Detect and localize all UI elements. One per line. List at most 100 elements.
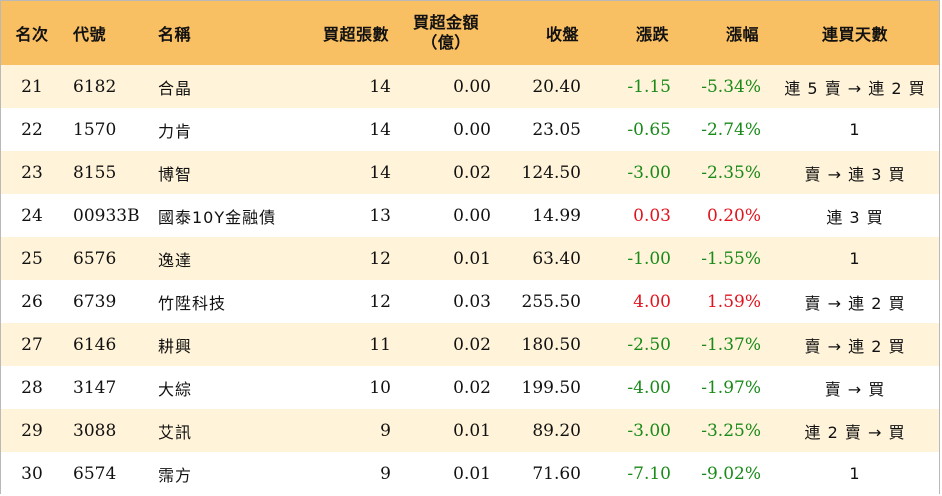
cell-code-text: 3147 bbox=[73, 377, 117, 398]
cell-name: 竹陞科技 bbox=[158, 280, 328, 323]
cell-close: 23.05 bbox=[496, 108, 581, 151]
cell-close-text: 14.99 bbox=[532, 205, 581, 226]
cell-change-pct-text: -9.02% bbox=[701, 463, 761, 484]
cell-close-text: 71.60 bbox=[532, 463, 581, 484]
cell-net-buy-lots: 9 bbox=[306, 409, 391, 452]
cell-net-buy-lots-text: 10 bbox=[369, 377, 391, 398]
cell-code-text: 3088 bbox=[73, 420, 117, 441]
cell-name: 霈方 bbox=[158, 452, 328, 495]
cell-change: -3.00 bbox=[591, 409, 671, 452]
cell-close: 20.40 bbox=[496, 65, 581, 108]
cell-code-text: 6574 bbox=[73, 463, 117, 484]
cell-code: 6739 bbox=[73, 280, 153, 323]
cell-change-text: -3.00 bbox=[627, 420, 671, 441]
table-row: 24 00933B 國泰10Y金融債 13 0.00 14.99 0.03 0.20% 連 3 … bbox=[1, 194, 939, 237]
cell-rank: 21 bbox=[1, 65, 63, 108]
cell-change-text: -2.50 bbox=[627, 334, 671, 355]
cell-change-pct-text: -5.34% bbox=[701, 76, 761, 97]
cell-close-text: 23.05 bbox=[532, 119, 581, 140]
cell-consecutive-days: 賣 → 連 2 買 bbox=[771, 323, 939, 366]
cell-name-text: 艾訊 bbox=[158, 422, 193, 442]
cell-net-buy-amount: 0.02 bbox=[401, 323, 491, 366]
cell-change-pct-text: 0.20% bbox=[706, 205, 761, 226]
cell-change: -2.50 bbox=[591, 323, 671, 366]
cell-code: 3088 bbox=[73, 409, 153, 452]
cell-change-text: -1.15 bbox=[627, 76, 671, 97]
cell-close-text: 20.40 bbox=[532, 76, 581, 97]
cell-rank: 26 bbox=[1, 280, 63, 323]
cell-close-text: 63.40 bbox=[532, 248, 581, 269]
cell-change-text: 4.00 bbox=[633, 291, 671, 312]
cell-rank-text: 28 bbox=[21, 377, 43, 398]
cell-code: 6146 bbox=[73, 323, 153, 366]
cell-change-pct-text: -3.25% bbox=[701, 420, 761, 441]
cell-net-buy-amount-text: 0.00 bbox=[453, 205, 491, 226]
cell-rank-text: 27 bbox=[21, 334, 43, 355]
cell-change: -4.00 bbox=[591, 366, 671, 409]
cell-consecutive-days-text: 賣 → 連 3 買 bbox=[804, 164, 906, 184]
table-row: 25 6576 逸達 12 0.01 63.40 -1.00 -1.55% 1 bbox=[1, 237, 939, 280]
table-row: 22 1570 力肯 14 0.00 23.05 -0.65 -2.74% 1 bbox=[1, 108, 939, 151]
cell-net-buy-amount: 0.01 bbox=[401, 409, 491, 452]
cell-change-pct: -1.97% bbox=[676, 366, 761, 409]
cell-rank-text: 26 bbox=[21, 291, 43, 312]
cell-name-text: 合晶 bbox=[158, 78, 193, 98]
table-row: 29 3088 艾訊 9 0.01 89.20 -3.00 -3.25% 連 2 賣 → 買 bbox=[1, 409, 939, 452]
header-code: 代號 bbox=[73, 25, 107, 44]
cell-change-pct: -3.25% bbox=[676, 409, 761, 452]
cell-change-pct: -1.55% bbox=[676, 237, 761, 280]
cell-net-buy-amount-text: 0.02 bbox=[453, 334, 491, 355]
cell-change-text: -0.65 bbox=[627, 119, 671, 140]
cell-net-buy-lots-text: 14 bbox=[369, 119, 391, 140]
cell-net-buy-lots-text: 12 bbox=[369, 291, 391, 312]
cell-close-text: 255.50 bbox=[521, 291, 581, 312]
cell-code: 8155 bbox=[73, 151, 153, 194]
cell-net-buy-lots-text: 14 bbox=[369, 76, 391, 97]
cell-change-pct-text: -2.74% bbox=[701, 119, 761, 140]
cell-net-buy-amount: 0.00 bbox=[401, 194, 491, 237]
cell-consecutive-days: 連 2 賣 → 買 bbox=[771, 409, 939, 452]
cell-name-text: 力肯 bbox=[158, 121, 193, 141]
cell-code: 6182 bbox=[73, 65, 153, 108]
header-net-buy-amount: 買超金額 （億） bbox=[401, 1, 491, 65]
header-rank: 名次 bbox=[15, 25, 49, 44]
cell-rank: 24 bbox=[1, 194, 63, 237]
cell-net-buy-amount-text: 0.01 bbox=[453, 248, 491, 269]
cell-name: 合晶 bbox=[158, 65, 328, 108]
cell-change: 4.00 bbox=[591, 280, 671, 323]
cell-rank-text: 24 bbox=[21, 205, 43, 226]
cell-net-buy-amount-text: 0.01 bbox=[453, 420, 491, 441]
header-consecutive-days: 連買天數 bbox=[821, 25, 888, 44]
cell-net-buy-amount: 0.03 bbox=[401, 280, 491, 323]
cell-code-text: 1570 bbox=[73, 119, 117, 140]
cell-close: 63.40 bbox=[496, 237, 581, 280]
cell-code: 1570 bbox=[73, 108, 153, 151]
cell-change-text: -1.00 bbox=[627, 248, 671, 269]
header-change: 漲跌 bbox=[635, 25, 669, 44]
cell-name-text: 國泰10Y金融債 bbox=[158, 207, 277, 227]
cell-change: -1.15 bbox=[591, 65, 671, 108]
cell-net-buy-lots: 11 bbox=[306, 323, 391, 366]
cell-close: 71.60 bbox=[496, 452, 581, 495]
cell-consecutive-days-text: 1 bbox=[849, 249, 861, 268]
header-name: 名稱 bbox=[158, 25, 192, 44]
cell-consecutive-days-text: 賣 → 連 2 買 bbox=[804, 293, 906, 313]
cell-change-pct-text: -2.35% bbox=[701, 162, 761, 183]
cell-net-buy-lots: 14 bbox=[306, 108, 391, 151]
cell-name: 耕興 bbox=[158, 323, 328, 366]
cell-net-buy-amount-text: 0.00 bbox=[453, 119, 491, 140]
cell-change-pct-text: 1.59% bbox=[706, 291, 761, 312]
cell-net-buy-amount-text: 0.01 bbox=[453, 463, 491, 484]
table-row: 27 6146 耕興 11 0.02 180.50 -2.50 -1.37% 賣 → 連 2 買 bbox=[1, 323, 939, 366]
header-net-buy-amount-line2: （億） bbox=[421, 33, 471, 52]
cell-net-buy-amount: 0.00 bbox=[401, 108, 491, 151]
table-row: 28 3147 大綜 10 0.02 199.50 -4.00 -1.97% 賣 → 買 bbox=[1, 366, 939, 409]
cell-net-buy-lots: 9 bbox=[306, 452, 391, 495]
cell-rank: 30 bbox=[1, 452, 63, 495]
cell-close: 124.50 bbox=[496, 151, 581, 194]
cell-net-buy-lots: 12 bbox=[306, 237, 391, 280]
cell-consecutive-days: 1 bbox=[771, 108, 939, 151]
cell-change-pct: 0.20% bbox=[676, 194, 761, 237]
cell-change-pct-text: -1.37% bbox=[701, 334, 761, 355]
cell-change-pct: -2.35% bbox=[676, 151, 761, 194]
